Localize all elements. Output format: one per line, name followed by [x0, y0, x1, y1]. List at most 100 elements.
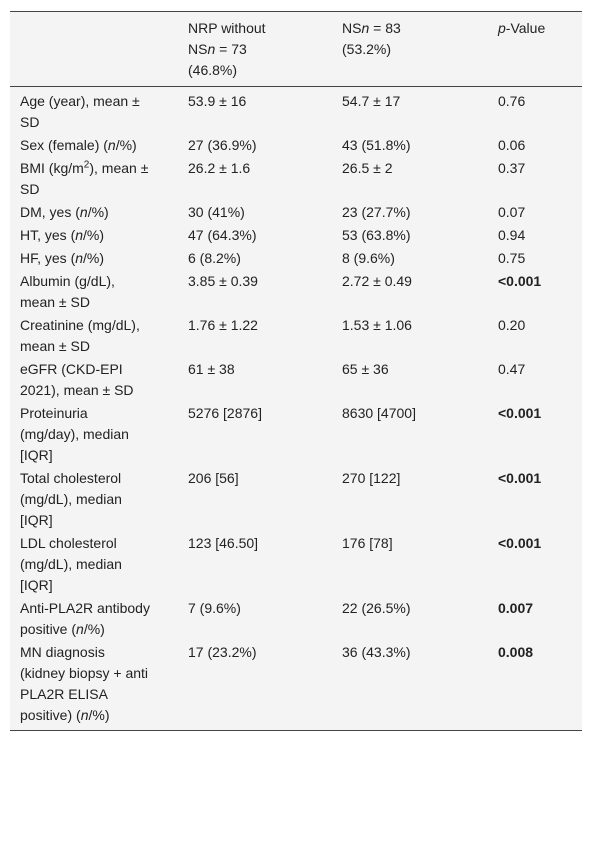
table-cell: 0.20: [488, 314, 582, 358]
table-cell: BMI (kg/m2), mean ± SD: [10, 157, 178, 201]
text-run: 8 (9.6%): [342, 250, 395, 266]
text-run: 123 [46.50]: [188, 535, 259, 551]
table-row: MN diagnosis (kidney biopsy + anti PLA2R…: [10, 641, 582, 731]
text-run: 1.76 ± 1.22: [188, 317, 258, 333]
text-run: 8630 [4700]: [342, 405, 416, 421]
text-run: Age (year), mean ± SD: [20, 93, 140, 130]
header-row: NRP without NSn = 73 (46.8%) NSn = 83 (53…: [10, 11, 582, 87]
table-header: NRP without NSn = 73 (46.8%) NSn = 83 (53…: [10, 11, 582, 87]
table-cell: 6 (8.2%): [178, 247, 332, 270]
text-run: eGFR (CKD-EPI 2021), mean ± SD: [20, 361, 134, 398]
text-run: 1.53 ± 1.06: [342, 317, 412, 333]
text-run: 65 ± 36: [342, 361, 389, 377]
text-run: 27 (36.9%): [188, 137, 257, 153]
table-cell: 0.008: [488, 641, 582, 731]
table-cell: 17 (23.2%): [178, 641, 332, 731]
table-row: Creatinine (mg/dL), mean ± SD 1.76 ± 1.22…: [10, 314, 582, 358]
table-cell: 26.5 ± 2: [332, 157, 488, 201]
table-row: eGFR (CKD-EPI 2021), mean ± SD 61 ± 38 65 …: [10, 358, 582, 402]
text-run: /%): [87, 204, 109, 220]
text-run: 43 (51.8%): [342, 137, 411, 153]
text-run: Proteinuria (mg/day), median [IQR]: [20, 405, 129, 463]
table-cell: 43 (51.8%): [332, 134, 488, 157]
table-row: Anti-PLA2R antibody positive (n/%) 7 (9.6…: [10, 597, 582, 641]
header-cell: NSn = 83 (53.2%): [332, 12, 488, 87]
text-run: 5276 [2876]: [188, 405, 262, 421]
italic-run: n: [79, 204, 88, 220]
table-cell: 30 (41%): [178, 201, 332, 224]
italic-run: n: [76, 621, 84, 637]
table-cell: HT, yes (n/%): [10, 224, 178, 247]
table-cell: 270 [122]: [332, 467, 488, 532]
table-cell: 53.9 ± 16: [178, 87, 332, 135]
text-run: 0.75: [498, 250, 526, 266]
text-run: 2.72 ± 0.49: [342, 273, 412, 289]
table-cell: Age (year), mean ± SD: [10, 87, 178, 135]
table-cell: MN diagnosis (kidney biopsy + anti PLA2R…: [10, 641, 178, 731]
table-cell: 0.75: [488, 247, 582, 270]
italic-run: p: [498, 20, 506, 36]
text-run: <0.001: [498, 405, 542, 421]
italic-run: n: [361, 20, 370, 36]
text-run: 176 [78]: [342, 535, 393, 551]
italic-run: n: [107, 137, 116, 153]
table-cell: 36 (43.3%): [332, 641, 488, 731]
table-cell: 2.72 ± 0.49: [332, 270, 488, 314]
table-cell: 65 ± 36: [332, 358, 488, 402]
superscript-run: 2: [83, 159, 90, 171]
table-row: HF, yes (n/%) 6 (8.2%) 8 (9.6%) 0.75: [10, 247, 582, 270]
table-cell: 176 [78]: [332, 532, 488, 597]
text-run: = 73 (46.8%): [188, 41, 247, 78]
text-run: HF, yes (: [20, 250, 76, 266]
italic-run: n: [80, 707, 89, 723]
text-run: 0.37: [498, 160, 526, 176]
table-cell: 7 (9.6%): [178, 597, 332, 641]
text-run: HT, yes (: [20, 227, 76, 243]
table-cell: 0.47: [488, 358, 582, 402]
table-cell: 123 [46.50]: [178, 532, 332, 597]
header-cell: NRP without NSn = 73 (46.8%): [178, 12, 332, 87]
table-cell: 26.2 ± 1.6: [178, 157, 332, 201]
text-run: 206 [56]: [188, 470, 239, 486]
text-run: 6 (8.2%): [188, 250, 241, 266]
text-run: LDL cholesterol (mg/dL), median [IQR]: [20, 535, 122, 593]
table-cell: 53 (63.8%): [332, 224, 488, 247]
table-cell: 0.007: [488, 597, 582, 641]
text-run: 54.7 ± 17: [342, 93, 401, 109]
text-run: /%): [83, 250, 105, 266]
text-run: MN diagnosis (kidney biopsy + anti PLA2R…: [20, 644, 149, 723]
text-run: 17 (23.2%): [188, 644, 257, 660]
table-cell: Sex (female) (n/%): [10, 134, 178, 157]
text-run: 53 (63.8%): [342, 227, 411, 243]
text-run: 0.06: [498, 137, 526, 153]
text-run: NRP without NS: [188, 20, 266, 57]
table-cell: 206 [56]: [178, 467, 332, 532]
table-cell: DM, yes (n/%): [10, 201, 178, 224]
header-cell: [10, 12, 178, 87]
text-run: /%): [115, 137, 137, 153]
header-cell: p-Value: [488, 12, 582, 87]
table-cell: 23 (27.7%): [332, 201, 488, 224]
table-cell: 0.76: [488, 87, 582, 135]
table-cell: Albumin (g/dL), mean ± SD: [10, 270, 178, 314]
text-run: 0.007: [498, 600, 534, 616]
text-run: 61 ± 38: [188, 361, 235, 377]
table-cell: 0.07: [488, 201, 582, 224]
text-run: 26.5 ± 2: [342, 160, 393, 176]
text-run: DM, yes (: [20, 204, 80, 220]
text-run: 0.47: [498, 361, 526, 377]
table-row: BMI (kg/m2), mean ± SD 26.2 ± 1.6 26.5 ± 2…: [10, 157, 582, 201]
text-run: 23 (27.7%): [342, 204, 411, 220]
text-run: <0.001: [498, 470, 542, 486]
table-row: Sex (female) (n/%) 27 (36.9%) 43 (51.8%) 0.…: [10, 134, 582, 157]
text-run: -Value: [505, 20, 546, 36]
table-cell: Anti-PLA2R antibody positive (n/%): [10, 597, 178, 641]
text-run: /%): [83, 227, 105, 243]
table-cell: 0.06: [488, 134, 582, 157]
table-cell: <0.001: [488, 270, 582, 314]
text-run: 36 (43.3%): [342, 644, 411, 660]
table-row: HT, yes (n/%) 47 (64.3%) 53 (63.8%) 0.94: [10, 224, 582, 247]
table-cell: 8 (9.6%): [332, 247, 488, 270]
text-run: 0.20: [498, 317, 526, 333]
